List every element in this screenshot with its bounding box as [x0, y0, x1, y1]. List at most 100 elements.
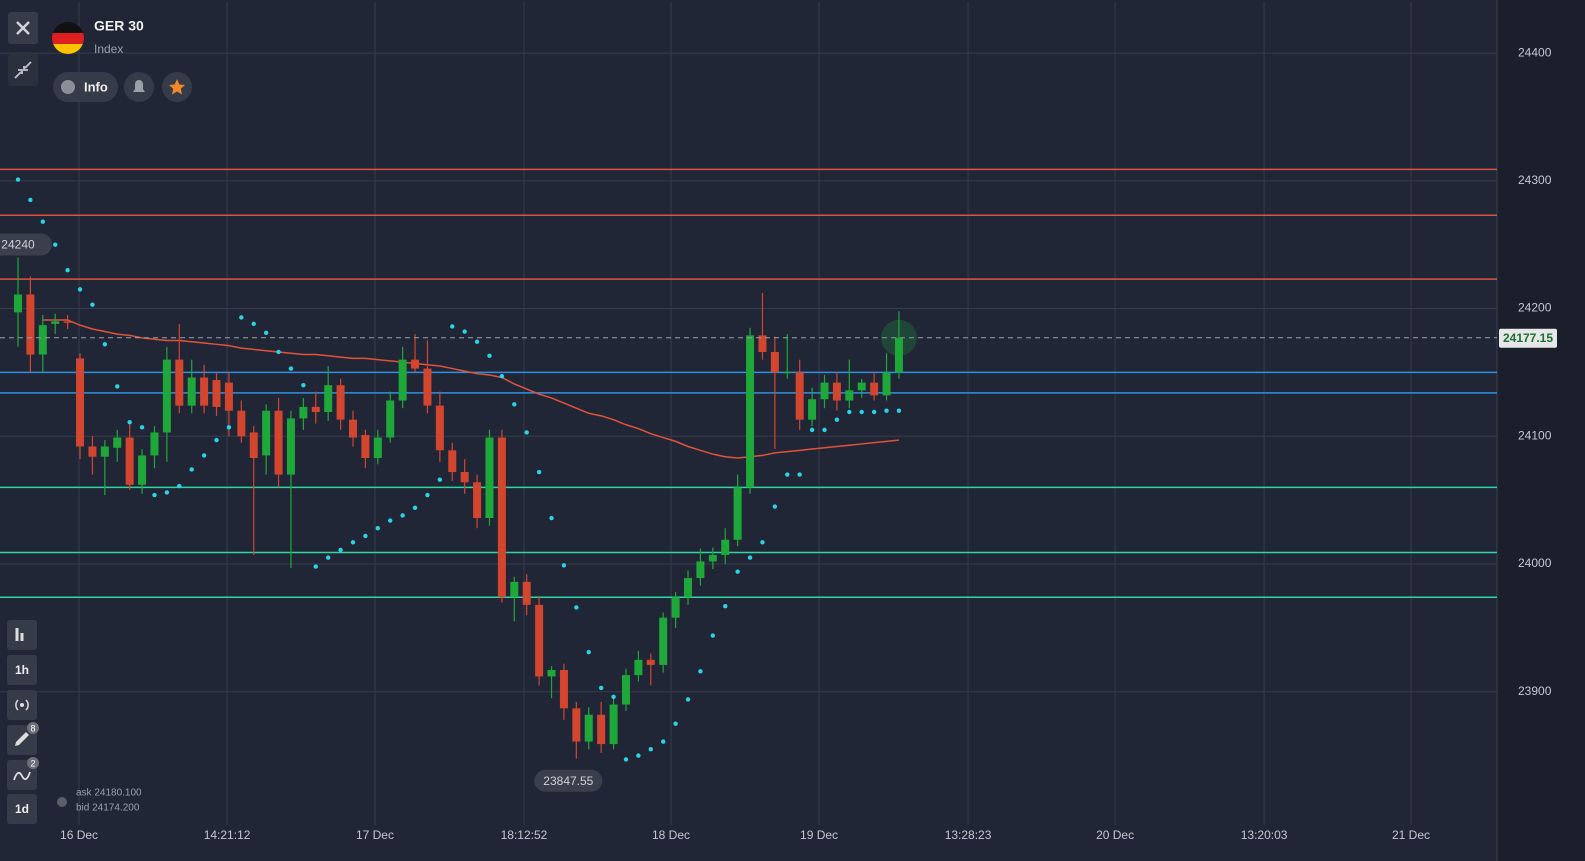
candle-body — [262, 410, 271, 456]
sar-dot — [760, 540, 765, 545]
sar-dot — [834, 417, 840, 422]
signals-icon — [15, 699, 29, 711]
candle-body — [237, 410, 246, 437]
x-tick-label: 13:28:23 — [945, 828, 992, 842]
badge-count: 8 — [30, 723, 35, 733]
y-tick-label: 23900 — [1518, 684, 1552, 698]
candle-body — [746, 335, 755, 488]
candle-body — [832, 382, 841, 401]
sar-dot — [586, 649, 591, 655]
candle-body — [708, 555, 717, 562]
pencil-icon — [15, 732, 29, 746]
candle-body — [274, 410, 283, 475]
candle-body — [845, 390, 854, 401]
sar-dot — [474, 339, 480, 344]
sar-dot — [549, 515, 554, 521]
sar-dot — [177, 483, 182, 489]
sar-dot — [214, 437, 219, 443]
star-icon — [169, 79, 185, 95]
sar-dot — [450, 324, 455, 329]
candle-body — [26, 294, 35, 355]
candle-body — [162, 359, 171, 433]
candle-body — [125, 437, 134, 485]
sar-dot — [512, 402, 517, 407]
collapse-button[interactable] — [8, 54, 38, 86]
candle-body — [721, 539, 730, 556]
sar-dot — [673, 721, 678, 726]
high-annotation: 24240 — [1, 238, 35, 252]
x-tick-label: 14:21:12 — [204, 828, 251, 842]
low-annotation: 23847.55 — [543, 774, 593, 788]
sar-dot — [561, 563, 567, 568]
x-tick-label: 13:20:03 — [1241, 828, 1288, 842]
candle-body — [584, 714, 593, 742]
candle-body — [448, 450, 457, 473]
candle-body — [150, 432, 159, 456]
candle-body — [473, 482, 482, 519]
candle-body — [187, 377, 196, 406]
timeframe-button[interactable] — [7, 655, 37, 685]
chart-type-icon — [15, 628, 24, 641]
candle-body — [212, 380, 221, 407]
sar-dot — [301, 382, 306, 388]
candle-body — [733, 487, 742, 540]
candle-body — [510, 581, 519, 598]
candle-body — [547, 670, 556, 677]
info-button[interactable] — [53, 72, 118, 102]
candle-body — [13, 294, 22, 313]
candle-body — [373, 437, 382, 458]
candle-body — [299, 406, 308, 419]
sar-dot — [152, 492, 157, 498]
candle-body — [522, 581, 531, 605]
candle-body — [311, 406, 320, 413]
candle-body — [894, 337, 903, 373]
candle-body — [808, 399, 817, 420]
candle-body — [423, 368, 432, 406]
timeframe-label: 1h — [15, 663, 29, 677]
x-tick-label: 20 Dec — [1096, 828, 1134, 842]
candle-body — [435, 405, 444, 451]
candle-body — [820, 382, 829, 400]
symbol: GER 30 — [94, 18, 144, 34]
badge-count: 2 — [30, 758, 35, 768]
sar-dot — [276, 349, 281, 355]
sar-dot — [189, 467, 194, 472]
candle-body — [783, 371, 792, 374]
sar-dot — [90, 302, 95, 307]
x-tick-label: 19 Dec — [800, 828, 838, 842]
sar-dot — [388, 518, 393, 523]
sar-dot — [115, 384, 120, 389]
sar-dot — [623, 757, 629, 762]
sar-dot — [251, 321, 256, 327]
sar-dot — [772, 504, 778, 509]
sar-dot — [747, 555, 753, 560]
sar-dot — [288, 366, 294, 371]
sar-dot — [164, 490, 170, 495]
candle-body — [138, 455, 147, 485]
sar-dot — [412, 505, 418, 510]
candle-body — [200, 377, 209, 406]
sar-dot — [226, 425, 232, 430]
x-tick-label: 21 Dec — [1392, 828, 1430, 842]
y-tick-label: 24000 — [1518, 556, 1552, 570]
candle-body — [76, 358, 85, 447]
current-price-label: 24177.15 — [1503, 331, 1553, 345]
sar-dot — [723, 603, 728, 609]
candle-body — [224, 382, 233, 411]
candle-body — [88, 446, 97, 457]
range-button[interactable] — [7, 794, 37, 824]
sar-dot — [350, 540, 356, 545]
sar-dot — [313, 564, 318, 569]
candle-body — [572, 708, 581, 742]
candle-body — [870, 382, 879, 396]
sar-dot — [871, 409, 877, 415]
current-glow — [880, 319, 917, 356]
sar-dot — [809, 427, 815, 433]
candle-body — [63, 321, 72, 323]
x-tick-label: 18 Dec — [652, 828, 690, 842]
candle-body — [100, 446, 109, 457]
moving-average — [42, 319, 900, 459]
sar-dot — [698, 669, 703, 674]
badge — [27, 722, 39, 734]
